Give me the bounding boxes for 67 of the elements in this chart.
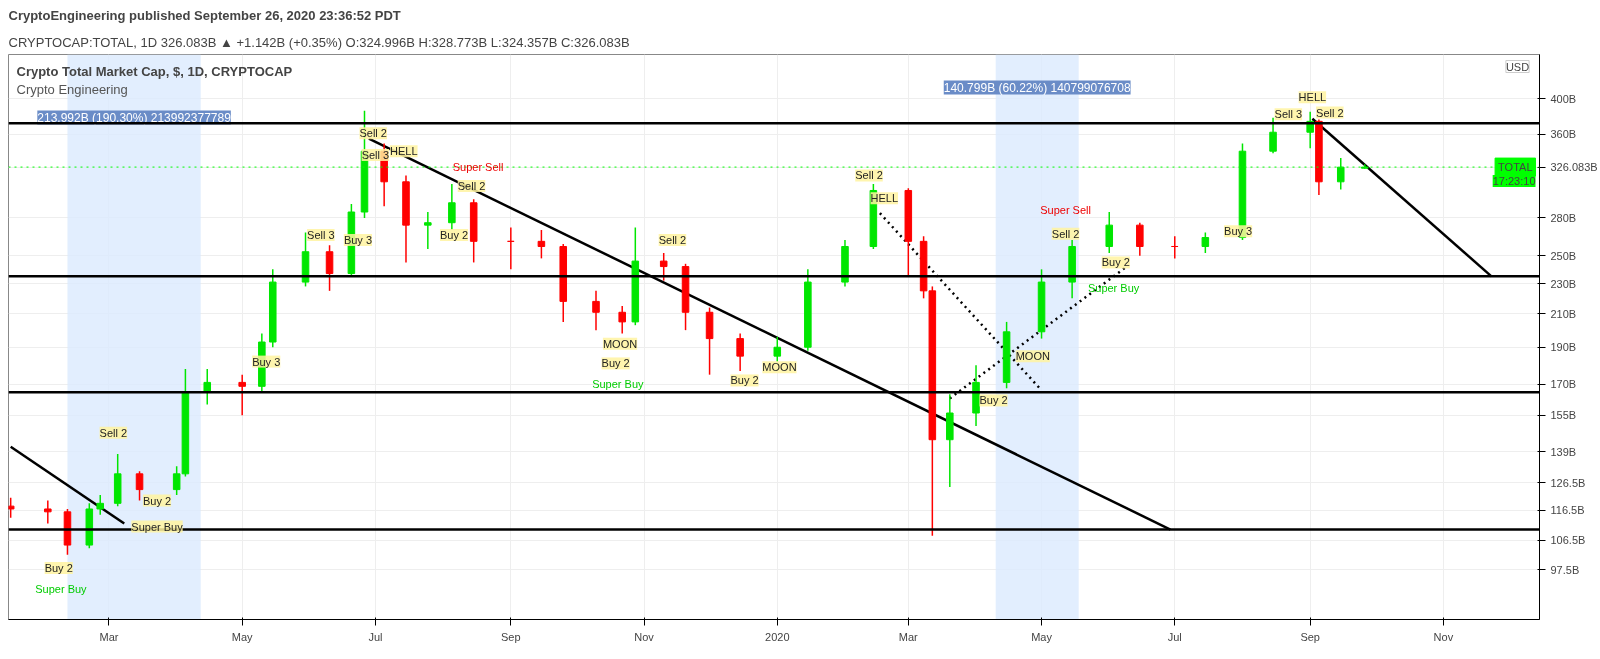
x-tick-label: Nov <box>1433 630 1454 643</box>
y-tick-label: 97.5B <box>1550 563 1580 576</box>
annotation: Sell 2 <box>1051 227 1080 240</box>
annotation: Super Buy <box>131 520 184 533</box>
x-tick-label: Mar <box>99 630 119 643</box>
y-tick-label: 139B <box>1550 445 1577 458</box>
band-label: 140.799B (60.22%) 140799076708 <box>943 80 1131 95</box>
band-label: 213.992B (190.30%) 213992377789 <box>37 110 232 125</box>
y-tick-label: 126.5B <box>1550 476 1586 489</box>
annotation: Buy 2 <box>439 229 469 242</box>
x-tick-label: Nov <box>634 630 655 643</box>
y-tick-label: 280B <box>1550 211 1577 224</box>
annotation: Sell 3 <box>1274 108 1303 121</box>
y-tick-label: 326.083B <box>1550 161 1598 174</box>
annotation: Buy 3 <box>1224 225 1253 238</box>
annotation: Super Sell <box>452 161 504 174</box>
annotation: Super Buy <box>592 378 645 391</box>
annotation: Super Sell <box>1040 203 1091 216</box>
annotation: Buy 2 <box>730 374 759 387</box>
annotation: Buy 2 <box>142 494 172 507</box>
annotation: Sell 2 <box>457 180 486 193</box>
text: Crypto Engineering <box>16 81 128 97</box>
x-tick-label: May <box>1031 630 1053 643</box>
annotation: MOON <box>1015 350 1050 363</box>
x-tick-label: Sep <box>1300 630 1320 643</box>
text: Crypto Total Market Cap, $, 1D, CRYPTOCAP <box>16 63 293 79</box>
text: CRYPTOCAP:TOTAL, 1D 326.083B ▲ +1.142B (+0.35%) O:324.996B H:328.773B L:324.357B C:326.083B <box>8 34 630 50</box>
annotation: Buy 2 <box>44 562 73 575</box>
x-tick-label: Jul <box>368 630 383 643</box>
y-tick-label: 210B <box>1550 307 1577 320</box>
y-tick-label: 106.5B <box>1550 534 1586 547</box>
y-tick-label: 190B <box>1550 341 1577 354</box>
x-tick-label: 2020 <box>765 630 790 643</box>
x-tick-label: Mar <box>898 630 919 643</box>
y-tick-label: 155B <box>1550 409 1577 422</box>
annotation: HELL <box>870 192 899 205</box>
annotation: Sell 3 <box>307 229 335 242</box>
y-tick-label: 230B <box>1550 277 1577 290</box>
annotation: Sell 2 <box>658 234 687 247</box>
annotation: Buy 2 <box>1101 256 1130 269</box>
y-tick-label: 116.5B <box>1550 504 1585 517</box>
annotation: Buy 2 <box>601 357 630 370</box>
x-tick-label: Jul <box>1167 630 1182 643</box>
annotation: HELL <box>390 145 418 158</box>
annotation: MOON <box>762 361 797 374</box>
annotation: Sell 3 <box>361 149 390 162</box>
ref-line-label: TOTAL <box>1498 161 1533 174</box>
annotation: Sell 2 <box>855 169 883 182</box>
annotation: HELL <box>1298 91 1327 104</box>
annotation: Buy 2 <box>979 394 1008 407</box>
annotation: MOON <box>602 337 638 350</box>
annotation: Super Buy <box>1087 281 1140 294</box>
y-tick-label: 400B <box>1550 92 1577 105</box>
x-tick-label: May <box>231 630 254 643</box>
y-tick-label: 360B <box>1550 128 1577 141</box>
y-tick-label: 170B <box>1550 378 1577 391</box>
annotation: Sell 2 <box>359 127 388 140</box>
annotation: Sell 2 <box>99 426 128 439</box>
text: CryptoEngineering published September 26, 2020 23:36:52 PDT <box>8 7 401 23</box>
annotation: 17:23:10 <box>1492 175 1536 188</box>
annotation: Buy 3 <box>343 234 373 247</box>
annotation: USD <box>1505 60 1530 73</box>
annotation: Buy 3 <box>252 355 281 368</box>
y-tick-label: 250B <box>1550 249 1577 262</box>
annotation: Super Buy <box>35 583 88 596</box>
x-tick-label: Sep <box>501 630 521 643</box>
annotation: Sell 2 <box>1316 106 1344 119</box>
